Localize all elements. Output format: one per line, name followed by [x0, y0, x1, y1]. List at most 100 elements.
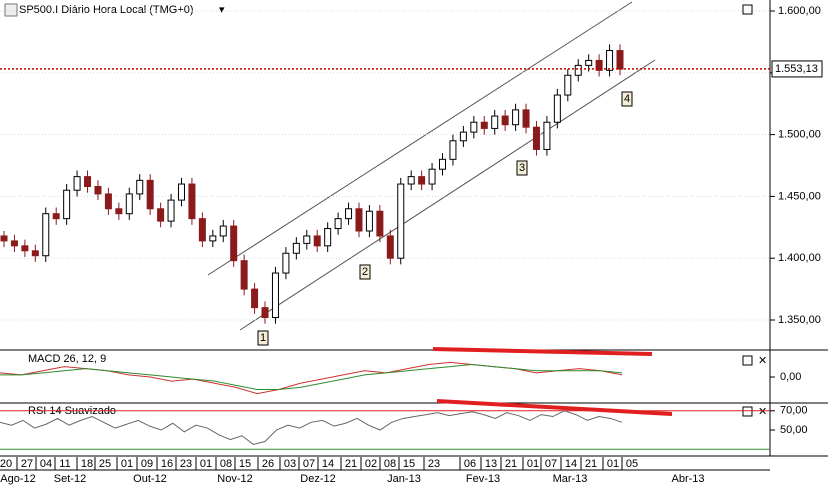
candle-body — [292, 242, 300, 254]
date-label: 03 — [284, 458, 296, 470]
month-label: Dez-12 — [300, 473, 335, 485]
maximize-button[interactable] — [742, 406, 753, 417]
candle-body — [10, 240, 18, 247]
date-label: 08 — [384, 458, 396, 470]
candle-body — [543, 121, 551, 150]
annotation-label: 1 — [260, 332, 266, 344]
date-label: 13 — [485, 458, 497, 470]
candle-body — [240, 260, 248, 290]
date-label: 11 — [59, 458, 70, 470]
y-tick-label: 1.450,00 — [778, 190, 821, 202]
date-label: 01 — [200, 458, 212, 470]
date-label: 21 — [505, 458, 517, 470]
annotation-label: 3 — [519, 162, 525, 174]
date-label: 14 — [565, 458, 577, 470]
candle-body — [459, 131, 467, 142]
candle-body — [365, 210, 373, 232]
date-label: 04 — [40, 458, 52, 470]
macd-line — [0, 363, 623, 390]
candle-body — [261, 307, 269, 319]
maximize-button[interactable] — [742, 4, 753, 15]
maximize-button[interactable] — [742, 355, 753, 366]
date-label: 21 — [345, 458, 357, 470]
month-label: Set-12 — [54, 473, 86, 485]
y-tick-label: 1.600,00 — [778, 5, 821, 17]
month-label: Mar-13 — [553, 473, 588, 485]
candle-body — [157, 208, 165, 222]
candle-body — [355, 208, 363, 232]
dropdown-arrow[interactable]: ▾ — [219, 4, 225, 16]
macd-title[interactable]: MACD 26, 12, 9 — [28, 353, 106, 365]
y-tick-label: 0,00 — [780, 371, 801, 383]
annotation-box — [359, 264, 371, 280]
date-label: 18 — [81, 458, 93, 470]
divergence-line — [432, 347, 653, 356]
candle-body — [73, 176, 81, 191]
date-label: 09 — [141, 458, 153, 470]
y-tick-label: 1.400,00 — [778, 252, 821, 264]
candle-body — [167, 199, 175, 222]
candle-body — [209, 235, 217, 242]
candle-body — [136, 179, 144, 195]
candle-body — [553, 94, 561, 123]
candle-body — [324, 228, 332, 247]
channel-line — [207, 1, 633, 276]
date-label: 05 — [626, 458, 638, 470]
candle-body — [42, 213, 50, 257]
candle-body — [512, 109, 520, 126]
candle-body — [230, 225, 238, 262]
month-label: Abr-13 — [671, 473, 704, 485]
candle-body — [470, 121, 478, 133]
candle-body — [31, 250, 39, 257]
month-label: Fev-13 — [466, 473, 500, 485]
date-label: 23 — [428, 458, 440, 470]
date-label: 23 — [180, 458, 192, 470]
y-tick-label: 70,00 — [780, 405, 808, 417]
annotation-label: 2 — [362, 266, 368, 278]
candle-body — [345, 208, 353, 220]
annotation-box — [621, 91, 633, 107]
candle-body — [125, 193, 133, 215]
candle-body — [397, 183, 405, 259]
date-label: 21 — [585, 458, 597, 470]
date-label: 01 — [607, 458, 619, 470]
candle-body — [303, 235, 311, 244]
candle-body — [480, 121, 488, 129]
month-label: Nov-12 — [217, 473, 252, 485]
candle-body — [532, 126, 540, 150]
candle-body — [449, 140, 457, 160]
chart-title[interactable]: SP500.I Diário Hora Local (TMG+0) — [19, 4, 194, 16]
month-label: Ago-12 — [0, 473, 35, 485]
candle-body — [146, 179, 154, 210]
channel-line — [239, 59, 656, 331]
candle-body — [198, 218, 206, 242]
annotation-label: 4 — [624, 93, 630, 105]
close-button[interactable]: ✕ — [758, 355, 767, 367]
candle-body — [334, 218, 342, 230]
candle-body — [251, 288, 259, 309]
close-button[interactable]: ✕ — [758, 406, 767, 418]
date-label: 27 — [21, 458, 33, 470]
candle-body — [219, 225, 227, 237]
date-label: 01 — [121, 458, 133, 470]
candle-body — [177, 183, 185, 201]
candle-body — [21, 245, 29, 252]
candle-body — [501, 115, 509, 126]
date-label: 07 — [303, 458, 315, 470]
candle-body — [52, 213, 60, 220]
candle-body — [282, 252, 290, 274]
y-tick-label: 50,00 — [780, 424, 808, 436]
candle-body — [439, 158, 447, 170]
candle-body — [428, 168, 436, 185]
rsi-line — [0, 410, 623, 445]
candle-body — [574, 64, 582, 76]
date-label: 08 — [220, 458, 232, 470]
candle-body — [616, 50, 624, 70]
candle-body — [386, 235, 394, 259]
symbol-icon[interactable] — [4, 3, 18, 17]
candle-body — [491, 115, 499, 129]
candle-body — [0, 235, 8, 242]
date-label: 14 — [322, 458, 334, 470]
